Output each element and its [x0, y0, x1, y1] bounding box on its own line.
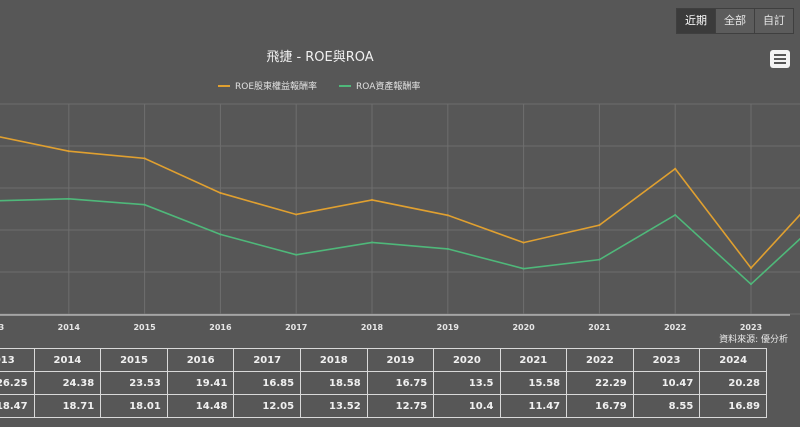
- table-value-cell: 18.01: [100, 394, 168, 418]
- roe-data-point: [446, 214, 449, 217]
- source-label: 資料來源: 優分析: [719, 335, 788, 345]
- x-tick-label: 2020: [512, 323, 535, 332]
- table-value-cell: 15.58: [499, 371, 568, 395]
- roa-data-point: [674, 213, 677, 216]
- x-tick-label: 2023: [740, 323, 762, 332]
- x-tick-label: 2022: [664, 323, 686, 332]
- roa-data-point: [143, 203, 146, 206]
- table-value-cell: 26.25: [0, 371, 35, 395]
- table-year-cell: 2020: [433, 348, 501, 372]
- table-value-cell: 22.29: [566, 371, 634, 395]
- table-row-header: 2013201420152016201720182019202020212022…: [0, 348, 767, 372]
- table-value-cell: 13.5: [433, 371, 501, 395]
- roe-series-line: [0, 136, 800, 270]
- roe-data-point: [67, 150, 70, 153]
- roa-data-point: [295, 253, 298, 256]
- legend-item-roa[interactable]: ROA資產報酬率: [339, 79, 420, 92]
- legend-swatch-roa: [339, 84, 352, 87]
- table-row-roa: 18.4718.7118.0114.4812.0513.5212.7510.41…: [0, 394, 767, 418]
- roa-data-point: [522, 267, 525, 270]
- table-year-cell: 2014: [33, 348, 102, 372]
- table-row-roe: 26.2524.3823.5319.4116.8518.5816.7513.51…: [0, 371, 767, 395]
- table-year-cell: 2023: [632, 348, 701, 372]
- range-selector: 近期 全部 自訂: [676, 8, 794, 34]
- table-value-cell: 11.47: [499, 394, 568, 418]
- data-table: 2013201420152016201720182019202020212022…: [0, 348, 767, 418]
- table-value-cell: 18.58: [300, 371, 368, 395]
- x-tick-label: 2017: [285, 323, 307, 332]
- legend-label-roe: ROE股東權益報酬率: [235, 82, 318, 92]
- table-value-cell: 14.48: [166, 394, 235, 418]
- roa-data-point: [446, 247, 449, 250]
- table-year-cell: 2021: [499, 348, 568, 372]
- roe-data-point: [522, 241, 525, 244]
- x-tick-label: 2021: [588, 323, 611, 332]
- table-year-cell: 2015: [100, 348, 168, 372]
- table-value-cell: 23.53: [100, 371, 168, 395]
- roa-data-point: [371, 241, 373, 244]
- roe-data-point: [750, 267, 752, 270]
- range-all-button[interactable]: 全部: [716, 9, 755, 33]
- roa-data-point: [219, 233, 222, 236]
- table-value-cell: 20.28: [699, 371, 767, 395]
- chart-legend: ROE股東權益報酬率 ROA資產報酬率: [218, 79, 420, 92]
- table-value-cell: 18.47: [0, 394, 35, 418]
- table-value-cell: 10.4: [433, 394, 501, 418]
- x-tick-label: 2014: [58, 323, 81, 332]
- roe-data-point: [598, 224, 601, 227]
- table-value-cell: 12.05: [233, 394, 302, 418]
- line-chart-plot: 2013 2014 2015 2016 2017 2018 2019 2020 2021 2022…: [0, 103, 800, 332]
- table-year-cell: 2017: [233, 348, 302, 372]
- x-tick-label: 2015: [133, 323, 156, 332]
- x-tick-label: 2019: [437, 323, 460, 332]
- range-recent-button[interactable]: 近期: [677, 9, 716, 33]
- table-value-cell: 16.75: [366, 371, 435, 395]
- table-value-cell: 16.89: [699, 394, 767, 418]
- legend-item-roe[interactable]: ROE股東權益報酬率: [218, 79, 317, 92]
- table-value-cell: 18.71: [33, 394, 102, 418]
- table-year-cell: 2019: [366, 348, 435, 372]
- roe-data-point: [295, 213, 298, 216]
- range-custom-button[interactable]: 自訂: [763, 14, 785, 27]
- roa-data-point: [598, 258, 601, 261]
- hamburger-icon: [774, 54, 786, 56]
- chart-menu-button[interactable]: [770, 50, 790, 68]
- roa-data-point: [750, 283, 752, 286]
- table-value-cell: 24.38: [33, 371, 102, 395]
- legend-label-roa: ROA資產報酬率: [356, 82, 421, 92]
- x-tick-label: 2018: [361, 323, 384, 332]
- table-year-cell: 2016: [166, 348, 235, 372]
- table-value-cell: 12.75: [366, 394, 435, 418]
- table-value-cell: 10.47: [632, 371, 701, 395]
- table-year-cell: 2013: [0, 348, 35, 372]
- roe-data-point: [371, 198, 373, 201]
- table-year-cell: 2024: [699, 348, 767, 372]
- x-tick-label: 2016: [209, 323, 232, 332]
- roa-data-point: [67, 197, 70, 200]
- table-value-cell: 8.55: [632, 394, 701, 418]
- table-year-cell: 2022: [566, 348, 634, 372]
- table-year-cell: 2018: [300, 348, 368, 372]
- table-value-cell: 19.41: [166, 371, 235, 395]
- roe-data-point: [674, 167, 677, 170]
- table-value-cell: 13.52: [300, 394, 368, 418]
- table-value-cell: 16.79: [566, 394, 634, 418]
- roe-data-point: [143, 157, 146, 160]
- x-tick-label: 2013: [0, 323, 4, 332]
- legend-swatch-roe: [218, 84, 230, 87]
- table-value-cell: 16.85: [233, 371, 302, 395]
- chart-title: 飛捷 - ROE與ROA: [266, 50, 374, 65]
- roa-series-line: [0, 198, 800, 286]
- roe-data-point: [219, 191, 222, 194]
